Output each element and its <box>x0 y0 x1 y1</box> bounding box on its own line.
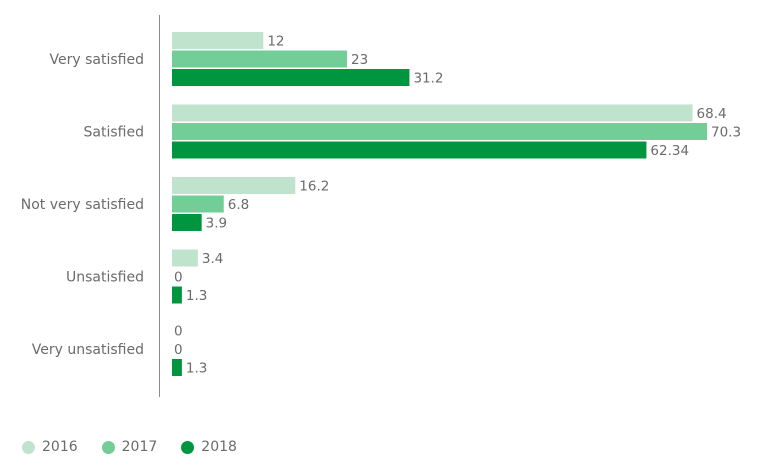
category-label: Satisfied <box>84 125 144 141</box>
bar-2018 <box>172 69 410 86</box>
value-label: 3.4 <box>202 251 223 267</box>
bar-2018 <box>172 286 182 304</box>
legend-label: 2018 <box>201 439 237 455</box>
value-label: 1.3 <box>186 361 207 377</box>
legend-label: 2016 <box>42 439 78 455</box>
legend-item: 2016 <box>22 439 78 455</box>
bar-2017 <box>172 123 707 140</box>
value-label: 1.3 <box>186 288 207 304</box>
legend-item: 2018 <box>181 439 237 455</box>
bar-2018 <box>172 141 647 159</box>
legend-swatch <box>22 440 35 454</box>
value-label: 0 <box>174 324 183 340</box>
value-label: 3.9 <box>206 216 227 232</box>
value-label: 12 <box>267 34 284 50</box>
bar-2017 <box>172 50 348 68</box>
bar-2016 <box>172 177 296 194</box>
legend-swatch <box>101 440 115 454</box>
value-label: 23 <box>351 52 368 68</box>
bar-2017 <box>172 195 224 213</box>
value-label: 0 <box>174 270 183 286</box>
category-label: Not very satisfied <box>21 197 144 213</box>
bars-group: Very satisfied 12 23 31.2 Satisfied 68.4 70.3 6… <box>21 32 741 377</box>
category-label: Unsatisfied <box>66 270 144 286</box>
value-label: 6.8 <box>228 197 249 213</box>
value-label: 31.2 <box>413 71 443 87</box>
bar-2016 <box>172 249 198 267</box>
value-label: 0 <box>174 342 183 358</box>
value-label: 62.34 <box>650 143 689 159</box>
bar-2018 <box>172 214 202 231</box>
bar-2016 <box>172 104 693 122</box>
legend-label: 2017 <box>121 439 158 455</box>
bar-2016 <box>172 32 264 49</box>
value-label: 68.4 <box>697 106 727 122</box>
category-label: Very satisfied <box>50 52 144 68</box>
legend: 2016 2017 2018 <box>22 436 237 458</box>
value-label: 70.3 <box>711 125 741 141</box>
legend-swatch <box>181 440 195 454</box>
value-label: 16.2 <box>299 179 329 195</box>
bar-2018 <box>172 359 182 376</box>
legend-item: 2017 <box>101 439 158 455</box>
category-label: Very unsatisfied <box>32 342 144 358</box>
